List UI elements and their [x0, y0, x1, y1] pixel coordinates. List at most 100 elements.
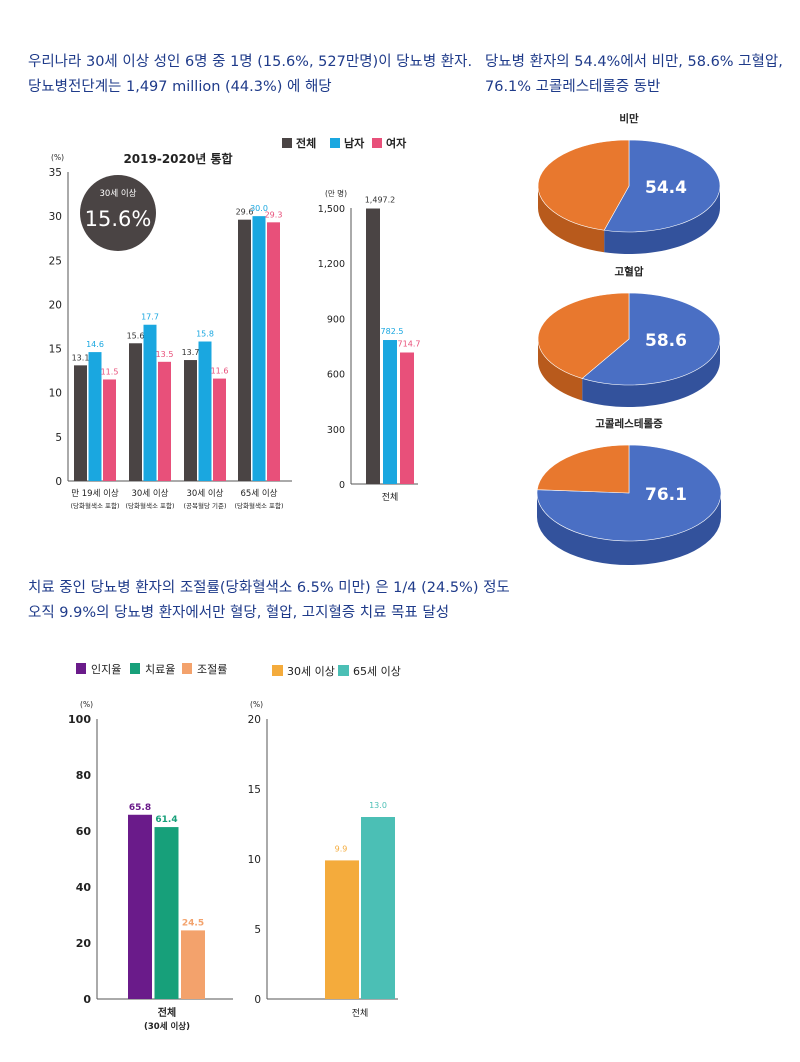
bar-value-label: 9.9 — [335, 844, 348, 853]
pie-slice-orange — [537, 139, 630, 231]
y-tick-label: 20 — [76, 937, 92, 950]
bar-치료율 — [154, 827, 179, 999]
y-tick-label: 10 — [248, 854, 261, 866]
legend-label: 조절률 — [197, 663, 227, 676]
legend-swatch — [272, 665, 283, 676]
badge-value: 15.6% — [85, 207, 152, 231]
legend-label: 치료율 — [145, 663, 175, 676]
bar-남자 — [252, 216, 266, 481]
bar-value-label: 14.6 — [86, 340, 104, 349]
pie-slice-blue — [603, 139, 721, 233]
x-tick-sublabel: (당화혈색소 포함) — [235, 501, 284, 510]
legend-label: 65세 이상 — [353, 665, 401, 678]
pie-pie_hypertension: 고혈압 58.6 — [537, 265, 721, 407]
legend-label: 여자 — [386, 136, 407, 150]
legend-label: 인지율 — [91, 663, 121, 676]
legend-label: 30세 이상 — [287, 665, 335, 678]
pie-side — [538, 339, 583, 401]
pie-title: 고콜레스테롤증 — [595, 417, 663, 430]
bar-인지율 — [128, 814, 152, 999]
bar-value-label: 15.6 — [127, 331, 145, 340]
bar-value-label: 29.6 — [236, 208, 254, 217]
heading-comorbidity: 당뇨병 환자의 54.4%에서 비만, 58.6% 고혈압, 76.1% 고콜레… — [485, 50, 783, 100]
y-tick-label: 900 — [327, 314, 345, 325]
bar-value-label: 13.1 — [72, 353, 90, 362]
bar-전체 — [366, 208, 380, 484]
legend-label: 전체 — [296, 136, 316, 150]
pie-slice-blue — [536, 444, 722, 542]
bar-전체 — [184, 360, 197, 481]
bar-여자 — [267, 222, 280, 481]
legend-swatch — [76, 663, 86, 674]
y-tick-label: 35 — [49, 167, 62, 179]
y-tick-label: 0 — [254, 994, 261, 1006]
heading-line: 76.1% 고콜레스테롤증 동반 — [485, 79, 661, 95]
bar-value-label: 714.7 — [398, 339, 421, 348]
badge-label: 30세 이상 — [100, 188, 137, 199]
heading-control: 치료 중인 당뇨병 환자의 조절률(당화혈색소 6.5% 미만) 은 1/4 (… — [28, 576, 510, 626]
bar-value-label: 61.4 — [155, 815, 177, 825]
pie-side — [537, 493, 721, 565]
y-tick-label: 1,500 — [318, 204, 345, 215]
legend-swatch — [282, 138, 292, 148]
bar-여자 — [400, 352, 414, 484]
y-tick-label: 10 — [49, 388, 62, 400]
bar-65세 이상 — [361, 817, 395, 999]
bar-전체 — [129, 343, 142, 481]
y-tick-label: 30 — [49, 211, 62, 223]
x-tick-label: 전체 — [382, 492, 399, 503]
bar-value-label: 24.5 — [182, 918, 204, 928]
pie-slice-blue — [581, 292, 721, 386]
pie-value-label: 76.1 — [645, 485, 687, 505]
legend-swatch — [330, 138, 340, 148]
heading-line: 치료 중인 당뇨병 환자의 조절률(당화혈색소 6.5% 미만) 은 1/4 (… — [28, 580, 510, 596]
bar-여자 — [158, 361, 171, 481]
bar-남자 — [88, 352, 102, 481]
pie-side — [538, 186, 605, 253]
bar-value-label: 17.7 — [141, 313, 159, 322]
y-tick-label: 300 — [327, 425, 345, 436]
x-tick-label: 만 19세 이상 — [71, 488, 119, 499]
y-tick-label: 40 — [76, 881, 92, 894]
bar-value-label: 11.5 — [101, 367, 119, 376]
bar-value-label: 1,497.2 — [365, 196, 396, 205]
pie-title: 고혈압 — [615, 265, 644, 278]
pie-value-label: 54.4 — [645, 178, 687, 198]
y-tick-label: 600 — [327, 370, 345, 381]
x-tick-label: 65세 이상 — [241, 488, 278, 499]
y-tick-label: 20 — [248, 714, 261, 726]
bar-value-label: 13.0 — [369, 801, 387, 810]
y-axis-unit: (%) — [80, 700, 93, 709]
y-axis-unit: (%) — [250, 700, 263, 709]
legend-swatch — [372, 138, 382, 148]
y-tick-label: 5 — [254, 924, 261, 936]
bar-남자 — [198, 341, 212, 481]
pie-pie_obesity: 비만 54.4 — [537, 112, 721, 254]
chart-title: 2019-2020년 통합 — [123, 151, 232, 166]
y-tick-label: 0 — [83, 993, 91, 1006]
y-tick-label: 80 — [76, 769, 92, 782]
bar-남자 — [143, 324, 157, 481]
bar-조절률 — [181, 930, 205, 999]
y-tick-label: 15 — [49, 344, 62, 356]
y-tick-label: 0 — [339, 480, 345, 491]
heading-line: 우리나라 30세 이상 성인 6명 중 1명 (15.6%, 527만명)이 당… — [28, 54, 473, 70]
pie-slice-orange — [536, 444, 630, 494]
y-tick-label: 1,200 — [318, 259, 345, 270]
pie-value-label: 58.6 — [645, 331, 687, 351]
badge-circle — [80, 175, 156, 251]
y-tick-label: 0 — [55, 476, 62, 488]
bar-30세 이상 — [325, 860, 359, 999]
bar-value-label: 30.0 — [250, 204, 268, 213]
bar-여자 — [103, 379, 116, 481]
bar-value-label: 65.8 — [129, 803, 151, 813]
y-tick-label: 20 — [49, 299, 62, 311]
bar-value-label: 29.3 — [265, 210, 283, 219]
bar-value-label: 11.6 — [211, 367, 229, 376]
legend-swatch — [130, 663, 140, 674]
pie-side — [582, 339, 720, 407]
pie-title: 비만 — [619, 112, 639, 125]
x-tick-sublabel: (30세 이상) — [144, 1021, 190, 1032]
bar-전체 — [74, 365, 87, 481]
